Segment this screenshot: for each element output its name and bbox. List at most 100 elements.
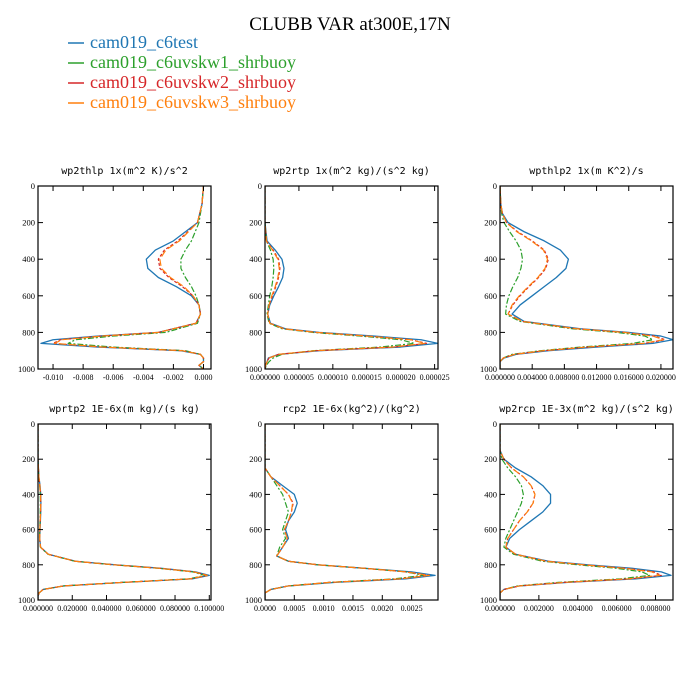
series-line xyxy=(53,186,205,369)
x-tick-label: -0.002 xyxy=(163,373,184,382)
y-tick-label: 400 xyxy=(249,489,262,499)
x-tick-label: 0.002000 xyxy=(524,604,554,613)
x-tick-label: 0.000020 xyxy=(386,373,416,382)
x-tick-label: 0.000000 xyxy=(485,604,515,613)
x-tick-label: 0.000015 xyxy=(352,373,382,382)
x-tick-label: 0.004000 xyxy=(563,604,593,613)
panel-3: wpthlp2 1x(m K^2)/s020040060080010000.00… xyxy=(480,166,676,382)
x-tick-label: 0.080000 xyxy=(160,604,190,613)
y-tick-label: 0 xyxy=(258,419,262,429)
y-tick-label: 1000 xyxy=(245,364,262,374)
x-tick-label: 0.000025 xyxy=(420,373,450,382)
x-tick-label: 0.016000 xyxy=(614,373,644,382)
series-group xyxy=(500,424,672,600)
series-line xyxy=(265,186,426,369)
y-tick-label: 600 xyxy=(249,525,262,535)
series-line xyxy=(500,424,660,600)
series-line xyxy=(500,186,664,369)
x-tick-label: 0.020000 xyxy=(646,373,676,382)
x-tick-label: 0.100000 xyxy=(194,604,224,613)
plot-frame xyxy=(499,423,674,601)
panels: wp2thlp 1x(m^2 K)/s^2 0 200 400 600 800 1000 -0… xyxy=(18,166,676,613)
series-line xyxy=(265,186,428,369)
x-tick-label: 0.000005 xyxy=(284,373,314,382)
panel-5: rcp2 1E-6x(kg^2)/(kg^2) 0 200 400 600 800 1000… xyxy=(245,404,439,613)
legend-label: cam019_c6uvskw2_shrbuoy xyxy=(90,72,296,92)
legend-entry: cam019_c6test xyxy=(68,32,198,52)
series-line xyxy=(38,424,206,600)
series-line xyxy=(38,424,209,600)
x-tick-label: -0.004 xyxy=(133,373,154,382)
y-tick-label: 200 xyxy=(249,218,262,228)
x-tick-label: 0.020000 xyxy=(57,604,87,613)
x-tick-label: 0.0005 xyxy=(283,604,305,613)
x-tick-label: -0.006 xyxy=(103,373,124,382)
x-tick-label: 0.008000 xyxy=(641,604,671,613)
panel-title: wp2rtp 1x(m^2 kg)/(s^2 kg) xyxy=(273,166,430,177)
y-tick-label: 600 xyxy=(484,291,497,301)
series-line xyxy=(67,186,205,369)
x-tick-label: 0.008000 xyxy=(549,373,579,382)
y-tick-label: 600 xyxy=(484,525,497,535)
x-tick-label: 0.0010 xyxy=(313,604,335,613)
legend-label: cam019_c6uvskw3_shrbuoy xyxy=(90,92,296,112)
y-tick-label: 1000 xyxy=(245,595,262,605)
x-tick-label: 0.000000 xyxy=(250,373,280,382)
y-tick-label: 800 xyxy=(22,560,35,570)
x-tick-label: 0.006000 xyxy=(602,604,632,613)
y-tick-label: 800 xyxy=(249,327,262,337)
legend-entry: cam019_c6uvskw1_shrbuoy xyxy=(68,52,296,72)
panel-1: wp2thlp 1x(m^2 K)/s^2 0 200 400 600 800 1000 -0… xyxy=(18,166,212,382)
series-line xyxy=(500,424,662,600)
y-tick-label: 400 xyxy=(22,489,35,499)
y-tick-label: 0 xyxy=(31,419,35,429)
y-tick-label: 1000 xyxy=(480,595,497,605)
legend-entry: cam019_c6uvskw3_shrbuoy xyxy=(68,92,296,112)
series-line xyxy=(265,424,430,600)
series-line xyxy=(500,186,654,369)
legend-entry: cam019_c6uvskw2_shrbuoy xyxy=(68,72,296,92)
x-tick-label: 0.0025 xyxy=(401,604,423,613)
legend: cam019_c6testcam019_c6uvskw1_shrbuoycam0… xyxy=(68,32,296,112)
y-tick-label: 200 xyxy=(22,218,35,228)
panel-title: wprtp2 1E-6x(m kg)/(s kg) xyxy=(49,404,200,415)
x-tick-label: 0.004000 xyxy=(517,373,547,382)
y-tick-label: 200 xyxy=(484,454,497,464)
x-tick-label: 0.000000 xyxy=(23,604,53,613)
panel-title: rcp2 1E-6x(kg^2)/(kg^2) xyxy=(282,404,420,415)
series-line xyxy=(40,186,205,369)
x-tick-label: 0.060000 xyxy=(126,604,156,613)
plot-frame xyxy=(264,185,439,370)
x-tick-label: 0.000000 xyxy=(485,373,515,382)
series-group xyxy=(40,186,205,369)
y-tick-label: 400 xyxy=(249,254,262,264)
plot-frame xyxy=(264,423,439,601)
y-tick-label: 400 xyxy=(484,254,497,264)
series-line xyxy=(265,186,415,369)
series-line xyxy=(265,186,438,369)
y-tick-label: 0 xyxy=(31,181,35,191)
figure-title: CLUBB VAR at300E,17N xyxy=(249,14,451,35)
series-group xyxy=(265,424,436,600)
x-tick-label: 0.0015 xyxy=(342,604,364,613)
series-line xyxy=(500,186,666,369)
x-tick-label: 0.0000 xyxy=(254,604,276,613)
y-tick-label: 200 xyxy=(249,454,262,464)
x-tick-label: -0.008 xyxy=(73,373,94,382)
series-line xyxy=(265,424,430,600)
y-tick-label: 600 xyxy=(22,525,35,535)
legend-label: cam019_c6test xyxy=(90,32,198,52)
y-tick-label: 400 xyxy=(22,254,35,264)
y-tick-label: 800 xyxy=(484,327,497,337)
panel-title: wp2rcp 1E-3x(m^2 kg)/(s^2 kg) xyxy=(499,404,674,415)
y-tick-label: 800 xyxy=(22,327,35,337)
plot-frame xyxy=(37,423,212,601)
legend-label: cam019_c6uvskw1_shrbuoy xyxy=(90,52,296,72)
y-tick-label: 200 xyxy=(22,454,35,464)
panel-2: wp2rtp 1x(m^2 kg)/(s^2 kg) 0 200 400 600 800 1… xyxy=(245,166,450,382)
x-tick-label: 0.012000 xyxy=(582,373,612,382)
y-tick-label: 1000 xyxy=(18,364,35,374)
y-tick-label: 800 xyxy=(249,560,262,570)
x-tick-label: 0.000 xyxy=(194,373,212,382)
plot-frame xyxy=(37,185,212,370)
